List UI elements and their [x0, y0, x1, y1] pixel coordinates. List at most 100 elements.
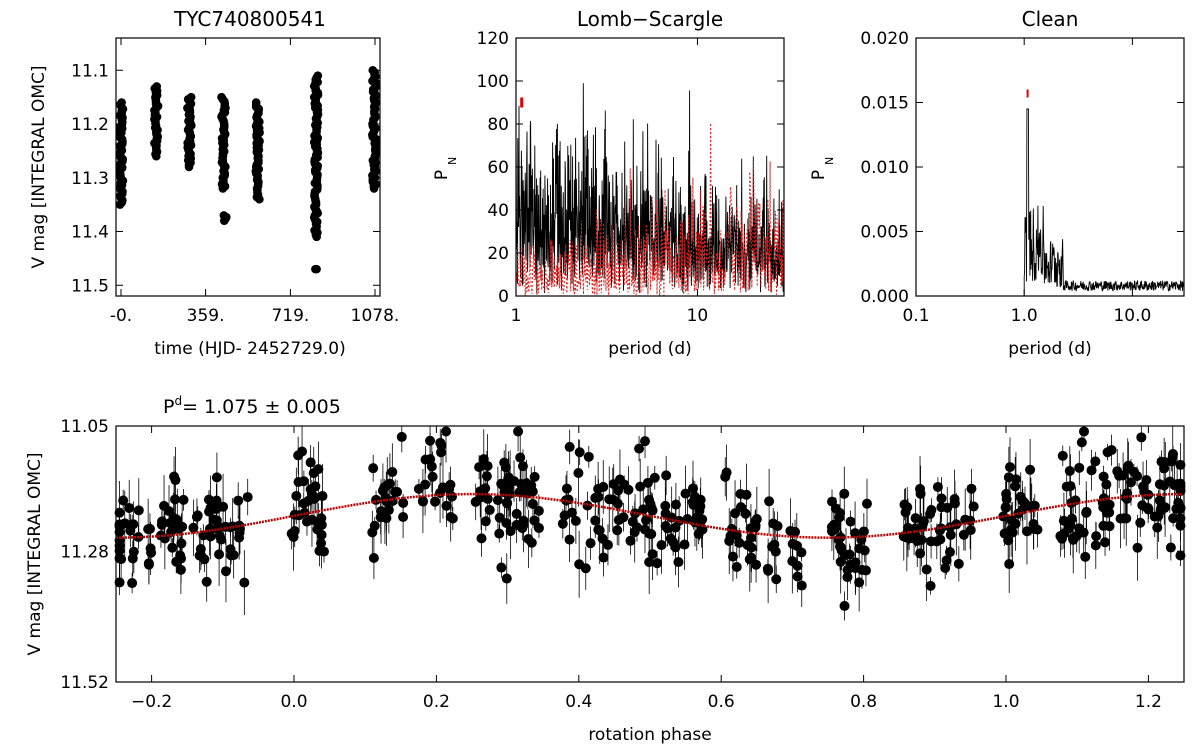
y-axis-label: V mag [INTEGRAL OMC]: [29, 65, 49, 268]
data-point: [573, 467, 584, 478]
series-window: [515, 122, 784, 296]
data-point: [209, 514, 220, 525]
y-tick-label: 11.2: [71, 115, 109, 135]
data-point: [842, 572, 853, 583]
data-point: [1028, 518, 1039, 529]
y-axis-label-subscript: N: [823, 157, 836, 165]
data-point: [146, 547, 157, 558]
data-point: [612, 525, 623, 536]
data-point: [514, 487, 525, 498]
data-point: [910, 513, 921, 524]
data-point: [597, 533, 608, 544]
data-point: [521, 478, 532, 489]
data-point: [369, 184, 379, 193]
y-tick-label: 0.010: [860, 158, 909, 178]
data-point: [652, 558, 663, 569]
data-point: [188, 522, 199, 533]
data-point: [828, 524, 839, 535]
data-point: [184, 162, 194, 172]
data-point: [484, 504, 495, 515]
y-tick-label: 11.4: [71, 223, 109, 243]
data-point: [1121, 513, 1132, 524]
data-point: [1152, 522, 1163, 533]
data-point: [371, 494, 382, 505]
data-point: [1139, 486, 1150, 497]
data-point: [625, 535, 636, 546]
sinusoid-fit: [116, 492, 1184, 539]
data-point: [501, 518, 512, 529]
data-point: [228, 550, 239, 561]
period-value: = 1.075 ± 0.005: [182, 396, 341, 418]
data-point: [792, 560, 803, 571]
data-point: [1066, 513, 1077, 524]
data-point: [291, 490, 302, 501]
data-point: [1004, 559, 1015, 570]
data-point: [114, 553, 125, 564]
x-tick-label: 10.0: [1113, 306, 1151, 326]
data-point: [234, 532, 245, 543]
data-point: [585, 538, 596, 549]
y-tick-label: 11.1: [71, 61, 109, 81]
data-point: [1128, 466, 1139, 477]
data-point: [417, 496, 428, 507]
data-point: [178, 494, 189, 505]
data-point: [796, 580, 807, 591]
x-tick-label: 0.6: [708, 692, 735, 712]
data-point: [670, 499, 681, 510]
data-point: [494, 512, 505, 523]
data-point: [623, 484, 634, 495]
data-point: [191, 511, 202, 522]
data-point: [1167, 449, 1178, 460]
data-point: [1104, 499, 1115, 510]
data-point: [860, 565, 871, 576]
data-point: [612, 498, 623, 509]
data-point: [1132, 542, 1143, 553]
y-tick-label: 11.3: [71, 169, 109, 189]
data-point: [312, 232, 321, 242]
data-point: [915, 488, 926, 499]
data-point: [313, 464, 324, 475]
data-point: [533, 523, 544, 534]
data-point: [1100, 537, 1111, 548]
x-tick-label: 0.4: [565, 692, 592, 712]
y-tick-label: 0: [498, 287, 509, 307]
data-point: [218, 501, 229, 512]
data-point: [242, 492, 253, 503]
data-point: [218, 184, 228, 193]
data-point: [925, 580, 936, 591]
x-tick-label: -0.: [110, 306, 132, 326]
data-point: [1026, 501, 1037, 512]
data-point: [796, 547, 807, 558]
data-point: [1136, 432, 1147, 443]
x-tick-label: 0.2: [423, 692, 450, 712]
data-point: [1168, 513, 1179, 524]
data-point: [580, 563, 591, 574]
data-point: [953, 558, 964, 569]
axes: 0.1 1.0 10.0 0.000 0.005 0.010 0.015 0.020: [860, 29, 1184, 326]
data-point: [151, 151, 161, 161]
data-point: [785, 525, 796, 536]
data-point: [746, 542, 757, 553]
data-point: [492, 495, 503, 506]
data-point: [496, 562, 507, 573]
data-point: [1098, 520, 1109, 531]
x-tick-label: 719.: [271, 306, 309, 326]
y-tick-label: 40: [487, 201, 509, 221]
data-point: [515, 452, 526, 463]
x-tick-label: 1.0: [1011, 306, 1038, 326]
y-tick-label: 11.05: [60, 417, 109, 437]
data-point: [255, 194, 264, 204]
data-point: [1067, 533, 1078, 544]
data-point: [1090, 540, 1101, 551]
clean-series: [916, 89, 1184, 297]
data-point: [629, 527, 640, 538]
data-point: [398, 511, 409, 522]
data-point: [169, 471, 180, 482]
data-point: [834, 512, 845, 523]
data-point: [505, 526, 516, 537]
data-point: [915, 548, 926, 559]
y-tick-label: 80: [487, 115, 509, 135]
axes: −0.2 0.0 0.2 0.4 0.6 0.8 1.0 1.2 11.05 11.28 11.52: [60, 417, 1184, 712]
data-point: [1143, 504, 1154, 515]
